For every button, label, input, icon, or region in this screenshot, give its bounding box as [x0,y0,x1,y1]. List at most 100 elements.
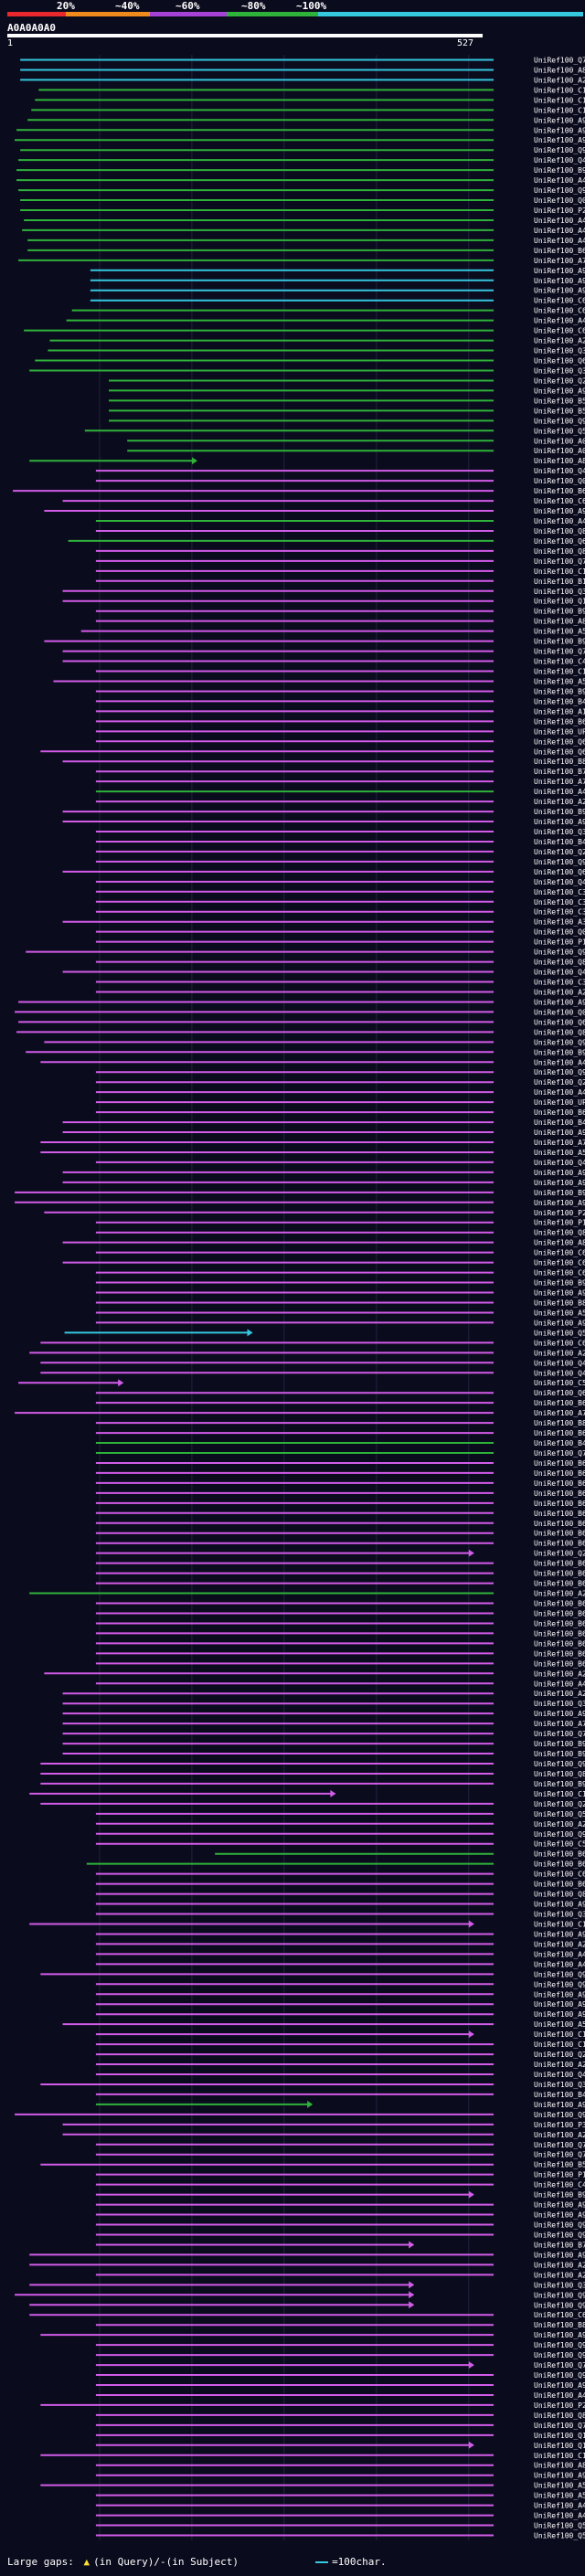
hit-label: UniRef100_A9T399 [534,1930,585,1938]
hit-label: UniRef100_A2YV18 [534,988,585,996]
hit-label: UniRef100_P10708 [534,938,585,947]
hit-label: UniRef100_A4GPK1 [534,317,585,325]
hit-label: UniRef100_Q8RV18 [534,527,585,535]
hit-label: UniRef100_Q7Y6Q7 [534,2361,585,2369]
hit-label: UniRef100_P27522 [534,207,585,215]
hit-label: UniRef100_A4FHB6 [534,217,585,225]
hit-label: UniRef100_A7PB92 [534,1409,585,1417]
hit-label: UniRef100_Q84WT1 [534,1028,585,1036]
hit-label: UniRef100_Q9FU8I [534,2351,585,2359]
hit-label: UniRef100_B6SZ33 [534,1469,585,1478]
hit-arrow [409,2281,415,2289]
hit-label: UniRef100_A9U5E4 [534,1129,585,1137]
hit-label: UniRef100_Q5E018 [534,427,585,435]
hit-label: UniRef100_A2Y613 [534,1349,585,1357]
hit-label: UniRef100_Q9M5D6 [534,2291,585,2299]
hit-label: UniRef100_C6SYN2 [534,1249,585,1257]
scale-band-cyan [318,12,583,16]
hit-label: UniRef100_B6SZ37 [534,1429,585,1437]
hit-arrow [468,1549,474,1557]
hit-label: UniRef100_Q6LCO4 [534,1018,585,1026]
hit-label: UniRef100_A9NS75 [534,2010,585,2019]
hit-label: UniRef100_B9ML32 [534,638,585,646]
hit-label: UniRef100_A8KDW7 [534,457,585,465]
hit-label: UniRef100_Q6YWI7 [534,737,585,746]
query-end: 527 [457,38,474,48]
hit-label: UniRef100_A0A104 [534,447,585,455]
hit-label: UniRef100_UPI000.. [534,727,585,736]
hit-label: UniRef100_A4QPN9 [534,1058,585,1066]
hit-label: UniRef100_B9T4T2 [534,2191,585,2200]
hit-label: UniRef100_B6SZ30 [534,1629,585,1638]
hit-arrow [409,2291,415,2299]
hit-label: UniRef100_A9NPH1 [534,2211,585,2220]
hit-label: UniRef100_P39494 [534,2121,585,2129]
hit-label: UniRef100_B8AJ38 [534,1419,585,1427]
scale-label-20: 20% [57,0,75,12]
hit-label: UniRef100_A2SY15 [534,1940,585,1948]
hit-label: UniRef100_Q75VV4 [534,2422,585,2430]
hit-label: UniRef100_Q39631 [534,2281,585,2289]
hit-label: UniRef100_B4PYW4 [534,697,585,705]
hit-label: UniRef100_Q6Z7Q1 [534,1389,585,1397]
hit-label: UniRef100_Q43485 [534,1359,585,1367]
hit-label: UniRef100_Q7MLK9 [534,557,585,566]
hit-label: UniRef100_A9TX06 [534,2251,585,2259]
hit-label: UniRef100_B8PYF9 [534,2321,585,2329]
hit-label: UniRef100_B9DFN4 [534,1780,585,1788]
hit-arrow [468,2030,474,2039]
hit-label: UniRef100_Q8RU80 [534,959,585,967]
hit-label: UniRef100_A2SY17 [534,1690,585,1698]
hit-label: UniRef100_A9NPF3 [534,2472,585,2480]
hit-label: UniRef100_B9MV02 [534,1740,585,1748]
hit-label: UniRef100_A9TN65 [534,136,585,144]
hit-label: UniRef100_B1PDK1 [534,578,585,586]
hit-label: UniRef100_P27521 [534,1209,585,1217]
hit-label: UniRef100_Q43381 [534,156,585,164]
hit-label: UniRef100_P13360 [534,2171,585,2179]
hit-label: UniRef100_Q5Z9A8 [534,1810,585,1818]
hit-label: UniRef100_Q8L9Y7 [534,1770,585,1778]
hit-arrow [330,1789,336,1797]
hit-label: UniRef100_A9T667 [534,1990,585,1998]
hit-label: UniRef100_C3UVT1 [534,898,585,906]
hit-label: UniRef100_C4PGY3 [534,2181,585,2189]
hit-label: UniRef100_A4GPJ0 [534,2512,585,2520]
hit-label: UniRef100_A9PIX4 [534,818,585,826]
hit-label: UniRef100_Q36718 [534,1911,585,1919]
hit-label: UniRef100_A7PSQ5 [534,257,585,265]
hit-label: UniRef100_C6TEX2 [534,327,585,335]
hit-label: UniRef100_A2SY05 [534,2061,585,2069]
hit-label: UniRef100_Q75VY7 [534,2141,585,2149]
hit-label: UniRef100_C3UVT8 [534,888,585,896]
hit-label: UniRef100_A4FHB5 [534,227,585,235]
hit-label: UniRef100_B6SZ13 [534,1479,585,1488]
hit-label: UniRef100_A3B2B4 [534,918,585,927]
hit-label: UniRef100_A5NE10 [534,628,585,636]
hit-label: UniRef100_B4FV09 [534,838,585,846]
hit-label: UniRef100_B6SZ23 [534,1520,585,1528]
scale-band-red [7,12,117,16]
hit-label: UniRef100_P13869 [534,1219,585,1227]
hit-label: UniRef100_C1MUM8 [534,1920,585,1928]
hit-label: UniRef100_A9NZR0 [534,116,585,124]
hit-label: UniRef100_Q9C5R7 [534,1970,585,1978]
hit-label: UniRef100_B6SYZ5 [534,1540,585,1548]
hit-arrow [409,2301,415,2309]
hit-label: UniRef100_Q07489 [534,477,585,485]
hit-label: UniRef100_A9TP27 [534,1710,585,1718]
hit-label: UniRef100_A4RT82 [534,788,585,796]
hit-label: UniRef100_Q9C639 [534,1760,585,1768]
hit-label: UniRef100_B6T4Y7 [534,1850,585,1859]
hit-label: UniRef100_Q0CPN8 [534,928,585,937]
hit-label: UniRef100_A9TVQ2 [534,1169,585,1177]
hit-label: UniRef100_B8B7R8 [534,1299,585,1307]
hit-label: UniRef100_Q5ZT86 [534,2522,585,2530]
hit-label: UniRef100_B6SWM1 [534,1619,585,1627]
hit-label: UniRef100_Q9SY97 [534,186,585,195]
identity-scale: 20% ~40% ~60% ~80% ~100% [0,0,585,20]
hit-label: UniRef100_C1N5B4 [534,2030,585,2039]
hit-label: UniRef100_B6SZ16 [534,1649,585,1658]
hit-label: UniRef100_B6TFT2 [534,717,585,726]
